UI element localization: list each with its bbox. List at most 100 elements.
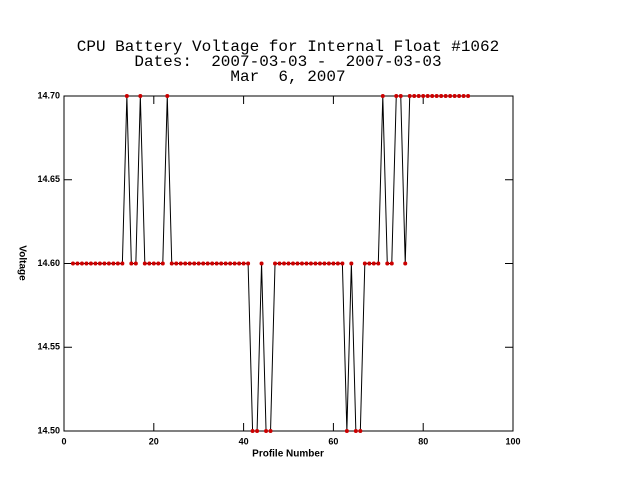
data-point (367, 261, 372, 266)
data-point (443, 94, 448, 98)
title-line: Dates: 2007-03-03 - 2007-03-03 (134, 53, 441, 71)
data-point (93, 261, 98, 266)
data-point (457, 94, 462, 98)
data-point (273, 261, 278, 266)
data-point (416, 94, 421, 98)
data-point (250, 429, 255, 433)
data-point (174, 261, 179, 266)
data-point (201, 261, 206, 266)
data-point (138, 94, 143, 98)
data-point (313, 261, 318, 266)
data-point (106, 261, 111, 266)
data-point (192, 261, 197, 266)
data-point (282, 261, 287, 266)
data-point (255, 429, 260, 433)
data-point (308, 261, 313, 266)
data-point (376, 261, 381, 266)
data-point (362, 261, 367, 266)
data-point (210, 261, 215, 266)
y-tick-label: 14.70 (37, 90, 60, 100)
data-point (439, 94, 444, 98)
data-point (322, 261, 327, 266)
data-point (430, 94, 435, 98)
data-point (340, 261, 345, 266)
x-tick-label: 60 (328, 436, 338, 446)
title-line: CPU Battery Voltage for Internal Float #… (77, 38, 499, 56)
data-point (142, 261, 147, 266)
data-point (111, 261, 116, 266)
data-point (317, 261, 322, 266)
data-point (228, 261, 233, 266)
data-point (264, 429, 269, 433)
data-point (286, 261, 291, 266)
data-point (268, 429, 273, 433)
data-point (196, 261, 201, 266)
data-point (295, 261, 300, 266)
data-point (223, 261, 228, 266)
data-point (165, 94, 170, 98)
data-point (277, 261, 282, 266)
data-point (160, 261, 165, 266)
data-point (259, 261, 264, 266)
x-tick-label: 100 (505, 436, 520, 446)
data-point (335, 261, 340, 266)
y-axis-label: Voltage (16, 245, 27, 281)
data-point (151, 261, 156, 266)
data-point (187, 261, 192, 266)
data-point (434, 94, 439, 98)
y-tick-label: 14.60 (37, 258, 60, 268)
data-point (394, 94, 399, 98)
data-point (84, 261, 89, 266)
data-point (452, 94, 457, 98)
data-point (97, 261, 102, 266)
data-point (232, 261, 237, 266)
data-point (398, 94, 403, 98)
x-tick-label: 80 (418, 436, 428, 446)
x-tick-label: 40 (239, 436, 249, 446)
data-point (412, 94, 417, 98)
data-point (156, 261, 161, 266)
data-point (331, 261, 336, 266)
data-point (219, 261, 224, 266)
data-point (290, 261, 295, 266)
data-point (299, 261, 304, 266)
data-point (237, 261, 242, 266)
data-point (358, 429, 363, 433)
data-point (407, 94, 412, 98)
data-point (129, 261, 134, 266)
data-point (466, 94, 471, 98)
x-tick-label: 20 (149, 436, 159, 446)
data-point (102, 261, 107, 266)
data-point (448, 94, 453, 98)
data-point (241, 261, 246, 266)
data-point (353, 429, 358, 433)
data-point (371, 261, 376, 266)
data-point (147, 261, 152, 266)
x-axis-label: Profile Number (252, 449, 324, 460)
y-tick-label: 14.65 (37, 174, 60, 184)
data-point (389, 261, 394, 266)
data-point (169, 261, 174, 266)
data-point (183, 261, 188, 266)
data-point (349, 261, 354, 266)
data-point (344, 429, 349, 433)
data-point (120, 261, 125, 266)
x-tick-label: 0 (61, 436, 66, 446)
data-point (326, 261, 331, 266)
data-point (70, 261, 75, 266)
data-point (380, 94, 385, 98)
data-point (115, 261, 120, 266)
title-line: Mar 6, 2007 (230, 68, 345, 86)
data-point (304, 261, 309, 266)
data-point (88, 261, 93, 266)
data-point (124, 94, 129, 98)
data-point (205, 261, 210, 266)
data-point (421, 94, 426, 98)
data-point (385, 261, 390, 266)
data-point (75, 261, 80, 266)
data-point (133, 261, 138, 266)
data-point (425, 94, 430, 98)
data-point (403, 261, 408, 266)
